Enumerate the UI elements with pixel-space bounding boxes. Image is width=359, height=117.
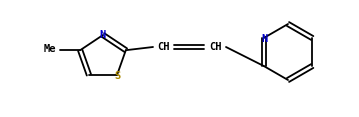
Text: N: N bbox=[100, 30, 106, 40]
Text: Me: Me bbox=[44, 44, 56, 54]
Text: CH: CH bbox=[209, 42, 221, 52]
Text: CH: CH bbox=[157, 42, 169, 52]
Text: S: S bbox=[114, 71, 120, 81]
Text: N: N bbox=[262, 34, 268, 44]
